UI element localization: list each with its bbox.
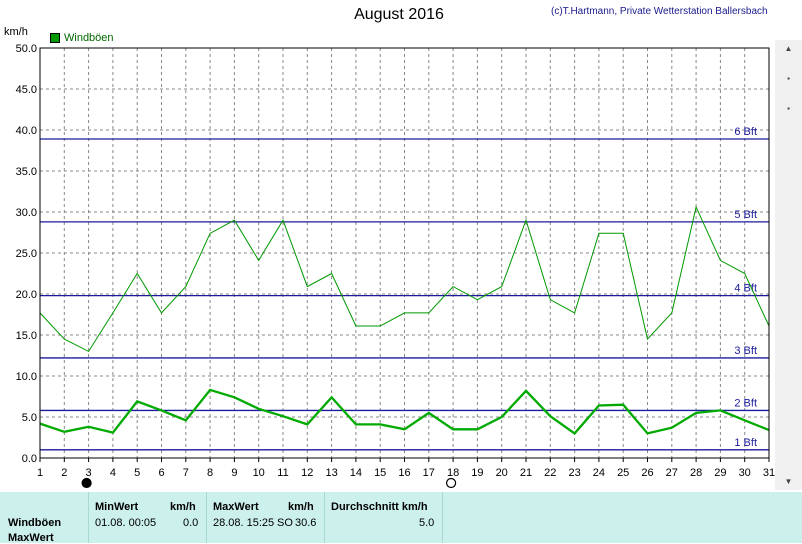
stats-divider	[88, 492, 89, 543]
x-tick-label: 25	[617, 467, 629, 479]
series-line-average	[39, 388, 770, 435]
x-tick-label: 19	[471, 467, 483, 479]
min-time: 01.08. 00:05	[95, 517, 157, 529]
statistics-panel: Windböen MaxWert MinWert km/h 01.08. 00:…	[0, 492, 802, 544]
beaufort-label: 5 Bft	[734, 209, 757, 221]
x-tick-label: 20	[496, 467, 508, 479]
stats-divider	[442, 492, 443, 543]
x-tick-label: 13	[325, 467, 337, 479]
x-tick-label: 14	[350, 467, 362, 479]
full-moon-icon	[446, 477, 457, 489]
y-tick-label: 15.0	[16, 330, 37, 342]
x-tick-label: 7	[183, 467, 189, 479]
beaufort-label: 4 Bft	[734, 283, 757, 295]
x-tick-label: 26	[641, 467, 653, 479]
x-tick-label: 18	[447, 467, 459, 479]
y-tick-label: 35.0	[16, 166, 37, 178]
min-unit: km/h	[170, 501, 196, 513]
x-tick-label: 9	[231, 467, 237, 479]
avg-header: Durchschnitt km/h	[331, 501, 428, 513]
x-tick-label: 30	[739, 467, 751, 479]
toolbar-button-1[interactable]: ▪	[780, 70, 797, 87]
toolbar-button-2[interactable]: ▪	[780, 100, 797, 117]
beaufort-label: 3 Bft	[734, 345, 757, 357]
stats-divider	[324, 492, 325, 543]
new-moon-icon	[81, 477, 92, 489]
x-tick-label: 15	[374, 467, 386, 479]
max-value: 30.6	[295, 517, 317, 529]
beaufort-label: 6 Bft	[734, 126, 757, 138]
x-tick-label: 23	[568, 467, 580, 479]
y-tick-label: 5.0	[22, 412, 37, 424]
x-tick-label: 29	[714, 467, 726, 479]
y-tick-label: 45.0	[16, 84, 37, 96]
x-tick-label: 17	[423, 467, 435, 479]
chart-legend: Windböen	[50, 31, 114, 45]
x-tick-label: 11	[277, 467, 288, 479]
chart-series	[39, 205, 770, 435]
y-tick-label: 10.0	[16, 371, 37, 383]
x-tick-label: 12	[301, 467, 313, 479]
x-tick-label: 31	[763, 467, 775, 479]
y-tick-label: 0.0	[22, 453, 37, 465]
y-tick-label: 20.0	[16, 289, 37, 301]
legend-swatch	[50, 33, 60, 43]
copyright-text: (c)T.Hartmann, Private Wetterstation Bal…	[551, 6, 768, 17]
x-tick-label: 10	[253, 467, 265, 479]
right-toolbar: ▲ ▪ ▪ ▼	[775, 40, 802, 490]
avg-value: 5.0	[419, 517, 435, 529]
x-tick-label: 5	[134, 467, 140, 479]
y-tick-label: 50.0	[16, 43, 37, 55]
chart-grid	[40, 47, 769, 458]
x-tick-label: 24	[593, 467, 605, 479]
max-unit: km/h	[288, 501, 314, 513]
scroll-up-button[interactable]: ▲	[780, 40, 797, 57]
x-tick-label: 22	[544, 467, 556, 479]
x-tick-label: 4	[110, 467, 116, 479]
max-time: 28.08. 15:25	[213, 517, 275, 529]
beaufort-label: 2 Bft	[734, 397, 757, 409]
x-tick-label: 27	[666, 467, 678, 479]
stats-row-label: Windböen	[8, 517, 62, 529]
x-tick-label: 8	[207, 467, 213, 479]
x-tick-label: 1	[37, 467, 43, 479]
plot-frame	[39, 47, 770, 459]
stats-divider	[206, 492, 207, 543]
max-header: MaxWert	[213, 501, 259, 513]
chart-axes: 0.0 5.0 10.0 15.0 20.0 25.0 30.0 35.0 40.0 45.0 50…	[16, 43, 775, 489]
min-header: MinWert	[95, 501, 139, 513]
x-tick-label: 2	[61, 467, 67, 479]
legend-label: Windböen	[64, 32, 114, 44]
y-tick-label: 30.0	[16, 207, 37, 219]
y-tick-label: 40.0	[16, 125, 37, 137]
chart-title: August 2016	[354, 6, 444, 23]
x-tick-label: 28	[690, 467, 702, 479]
series-line-gusts	[39, 205, 770, 353]
max-direction: SO	[277, 517, 293, 529]
x-tick-label: 3	[86, 467, 92, 479]
x-tick-label: 21	[520, 467, 532, 479]
min-value: 0.0	[183, 517, 199, 529]
scroll-down-button[interactable]: ▼	[780, 473, 797, 490]
x-tick-label: 6	[158, 467, 164, 479]
x-tick-label: 16	[398, 467, 410, 479]
beaufort-label: 1 Bft	[734, 437, 757, 449]
y-axis-unit: km/h	[4, 26, 28, 38]
stats-row-label-2: MaxWert	[8, 532, 54, 544]
y-tick-label: 25.0	[16, 248, 37, 260]
